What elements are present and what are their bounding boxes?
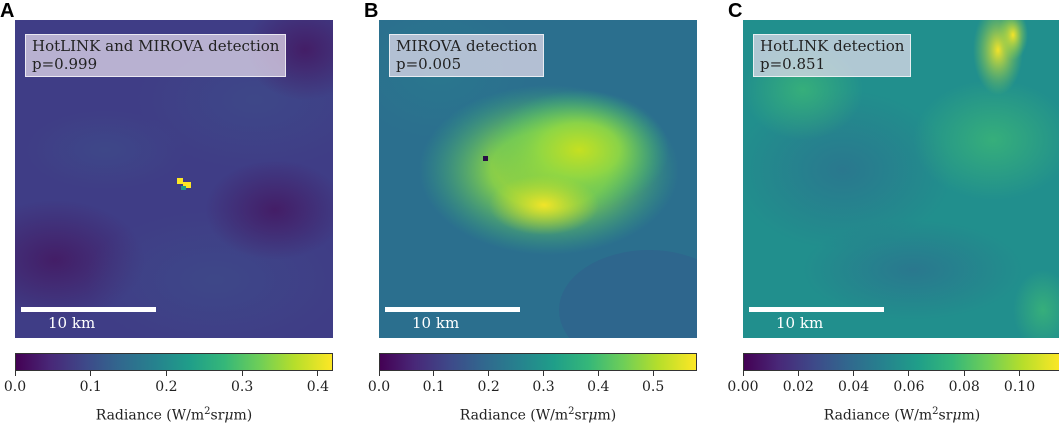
- colorbar-tick-label: 0.00: [727, 379, 759, 395]
- panel-a: A HotLINK an: [0, 0, 348, 431]
- colorbar-tick: [433, 371, 435, 376]
- detection-probability: p=0.999: [32, 55, 98, 73]
- radiance-map-b: MIROVA detection p=0.005 10 km: [379, 20, 697, 338]
- colorbar-tick: [542, 371, 544, 376]
- colorbar-tick: [963, 371, 965, 376]
- detection-method: HotLINK and MIROVA detection: [32, 37, 280, 55]
- colorbar-tick-label: 0.06: [893, 379, 925, 395]
- colorbar-tick: [908, 371, 910, 376]
- colorbar-tick-label: 0.1: [422, 379, 445, 395]
- detection-method: HotLINK detection: [760, 37, 905, 55]
- colorbar-tick-label: 0.4: [587, 379, 610, 395]
- detection-probability: p=0.005: [396, 55, 462, 73]
- colorbar-tick: [90, 371, 92, 376]
- colorbar-tick: [597, 371, 599, 376]
- colorbar-tick-label: 0.4: [306, 379, 329, 395]
- colorbar-tick-label: 0.10: [1003, 379, 1036, 395]
- scale-label: 10 km: [48, 314, 96, 332]
- scale-bar: [385, 307, 520, 312]
- colorbar: [15, 353, 333, 371]
- radiance-map-a: HotLINK and MIROVA detection p=0.999 10 …: [15, 20, 333, 338]
- colorbar-tick: [14, 371, 16, 376]
- colorbar-tick: [853, 371, 855, 376]
- colorbar-tick-label: 0.3: [532, 379, 555, 395]
- colorbar-label: Radiance (W/m2srμm): [823, 406, 981, 424]
- colorbar-tick-label: 0.04: [838, 379, 870, 395]
- colorbar-tick-label: 0.2: [155, 379, 178, 395]
- colorbar-tick: [797, 371, 799, 376]
- colorbar-tick-label: 0.0: [367, 379, 391, 395]
- hotspot-pixel: [177, 178, 183, 184]
- colorbar-tick-label: 0.3: [231, 379, 254, 395]
- detection-label: MIROVA detection p=0.005: [389, 34, 545, 77]
- hotspot-pixel: [183, 182, 191, 188]
- colorbar-tick-label: 0.2: [477, 379, 500, 395]
- colorbar-label: Radiance (W/m2srμm): [95, 406, 253, 424]
- colorbar-tick: [488, 371, 490, 376]
- panel-b: B: [364, 0, 712, 431]
- colorbar: [743, 353, 1059, 371]
- colorbar-tick: [317, 371, 319, 376]
- colorbar-tick: [165, 371, 167, 376]
- colorbar-tick-label: 0.1: [79, 379, 102, 395]
- colorbar-tick: [652, 371, 654, 376]
- scale-bar: [749, 307, 884, 312]
- colorbar-tick: [378, 371, 380, 376]
- colorbar-tick-label: 0.5: [641, 379, 665, 395]
- detection-label: HotLINK and MIROVA detection p=0.999: [25, 34, 287, 77]
- colorbar-tick: [1019, 371, 1021, 376]
- colorbar-tick: [742, 371, 744, 376]
- panel-letter: C: [728, 0, 743, 22]
- scale-label: 10 km: [412, 314, 460, 332]
- colorbar-label: Radiance (W/m2srμm): [459, 406, 617, 424]
- colorbar-tick: [241, 371, 243, 376]
- scale-bar: [21, 307, 156, 312]
- panel-letter: A: [0, 0, 15, 22]
- colorbar-tick-label: 0.08: [948, 379, 980, 395]
- hotspot-pixel: [483, 156, 488, 161]
- colorbar: [379, 353, 697, 371]
- detection-label: HotLINK detection p=0.851: [753, 34, 912, 77]
- panel-c: C: [727, 0, 1059, 431]
- panel-letter: B: [364, 0, 379, 22]
- detection-probability: p=0.851: [760, 55, 826, 73]
- scale-label: 10 km: [776, 314, 824, 332]
- radiance-map-c: HotLINK detection p=0.851 10 km: [743, 20, 1059, 338]
- colorbar-tick-label: 0.0: [3, 379, 27, 395]
- detection-method: MIROVA detection: [396, 37, 538, 55]
- colorbar-tick-label: 0.02: [782, 379, 814, 395]
